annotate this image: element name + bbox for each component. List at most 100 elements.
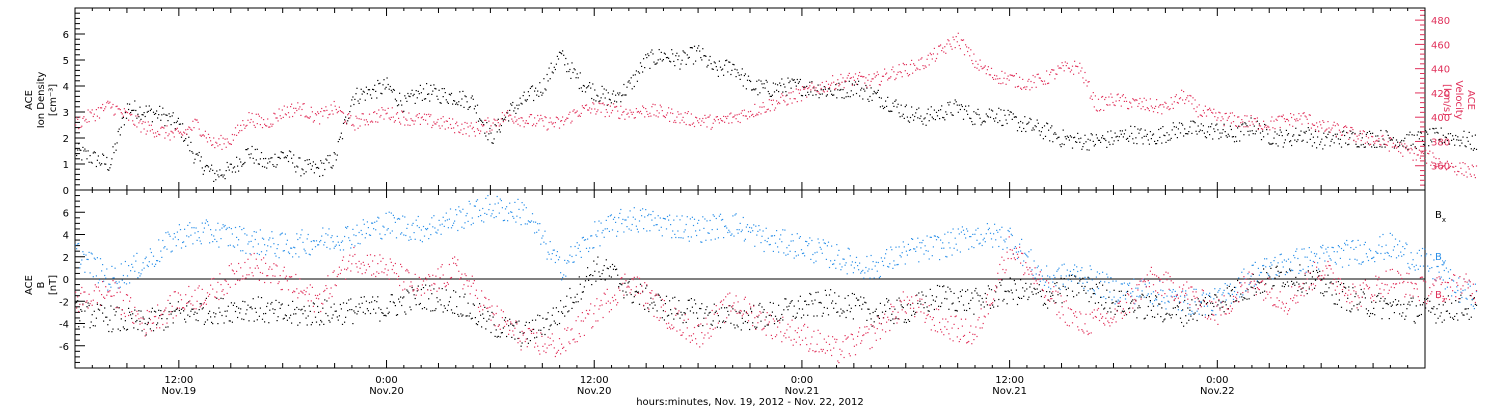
Bx-point <box>1292 283 1294 285</box>
density-point <box>324 168 326 171</box>
density-point <box>596 94 598 96</box>
velocity-point <box>547 128 549 130</box>
density-point <box>831 93 833 95</box>
Bx-point <box>1095 283 1097 285</box>
velocity-point <box>1408 148 1410 150</box>
velocity-point <box>393 121 395 123</box>
density-point <box>319 175 321 177</box>
Bx-point <box>552 307 554 309</box>
Bx-point <box>225 315 227 317</box>
density-point <box>1228 135 1230 137</box>
Bx-point <box>467 302 469 304</box>
velocity-point <box>888 77 890 79</box>
velocity-point <box>543 125 545 127</box>
velocity-point <box>682 116 684 118</box>
velocity-point <box>1211 111 1213 113</box>
By-point <box>648 213 650 215</box>
density-point <box>662 59 664 61</box>
density-point <box>1116 135 1118 137</box>
Bx-point <box>422 287 425 289</box>
velocity-point <box>1149 98 1151 100</box>
Bx-point <box>853 293 855 295</box>
density-point <box>1074 136 1076 138</box>
Bx-point <box>1344 286 1346 288</box>
density-point <box>982 120 984 122</box>
By-point <box>192 243 194 245</box>
By-point <box>120 263 122 265</box>
By-point <box>854 261 857 264</box>
density-point <box>702 48 704 50</box>
density-point <box>171 115 173 117</box>
density-point <box>1113 140 1115 142</box>
density-point <box>507 112 509 114</box>
velocity-point <box>1182 99 1184 101</box>
density-point <box>546 73 548 76</box>
By-point <box>791 233 793 236</box>
Bx-point <box>252 298 254 300</box>
Bx-point <box>576 293 578 295</box>
density-point <box>1399 144 1401 146</box>
density-point <box>1206 131 1209 133</box>
density-point <box>118 128 120 130</box>
density-point <box>204 166 206 168</box>
density-point <box>468 106 470 109</box>
Bx-point <box>1339 284 1341 286</box>
density-point <box>321 162 323 164</box>
density-point <box>521 103 523 105</box>
Bx-point <box>354 312 356 314</box>
By-point <box>408 239 410 241</box>
By-point <box>804 255 806 257</box>
By-point <box>548 253 550 255</box>
velocity-point <box>228 143 230 145</box>
Bx-point <box>246 309 248 311</box>
velocity-point <box>387 107 389 109</box>
By-point <box>385 212 387 214</box>
velocity-point <box>920 58 922 60</box>
velocity-point <box>615 106 617 108</box>
density-point <box>323 162 325 164</box>
density-point <box>1061 143 1063 145</box>
Bx-point <box>224 310 226 312</box>
density-point <box>215 179 217 181</box>
velocity-point <box>372 121 374 123</box>
velocity-point <box>277 120 279 122</box>
density-point <box>1057 136 1059 139</box>
velocity-point <box>939 45 941 47</box>
Bx-point <box>297 324 299 326</box>
velocity-point <box>935 57 938 60</box>
By-point <box>650 214 652 216</box>
By-point <box>585 247 588 249</box>
Bx-point <box>1069 278 1071 280</box>
density-point <box>750 80 752 83</box>
velocity-point <box>612 103 615 105</box>
velocity-point <box>1350 126 1352 129</box>
velocity-point <box>380 114 382 117</box>
density-point <box>608 98 610 100</box>
velocity-point <box>1083 82 1085 84</box>
density-point <box>575 77 577 79</box>
density-point <box>1270 143 1272 145</box>
velocity-point <box>1414 147 1416 149</box>
density-point <box>1186 133 1188 135</box>
Bx-point <box>1023 295 1025 297</box>
velocity-point <box>341 111 344 113</box>
velocity-point <box>1068 67 1070 69</box>
density-point <box>1125 138 1128 140</box>
velocity-point <box>412 120 414 122</box>
Bx-point <box>415 304 417 306</box>
Bx-point <box>1217 304 1219 306</box>
velocity-point <box>646 110 648 113</box>
Bx-point <box>655 294 657 296</box>
By-point <box>250 240 252 242</box>
velocity-point <box>1224 113 1226 115</box>
By-point <box>371 222 373 224</box>
By-point <box>578 244 580 246</box>
velocity-point <box>291 103 293 105</box>
By-point <box>769 243 771 246</box>
density-point <box>576 73 578 75</box>
Bx-point <box>1117 305 1119 307</box>
Bx-point <box>1346 309 1348 311</box>
density-point <box>1007 109 1009 111</box>
Bx-point <box>139 320 141 322</box>
By-point <box>602 229 604 232</box>
